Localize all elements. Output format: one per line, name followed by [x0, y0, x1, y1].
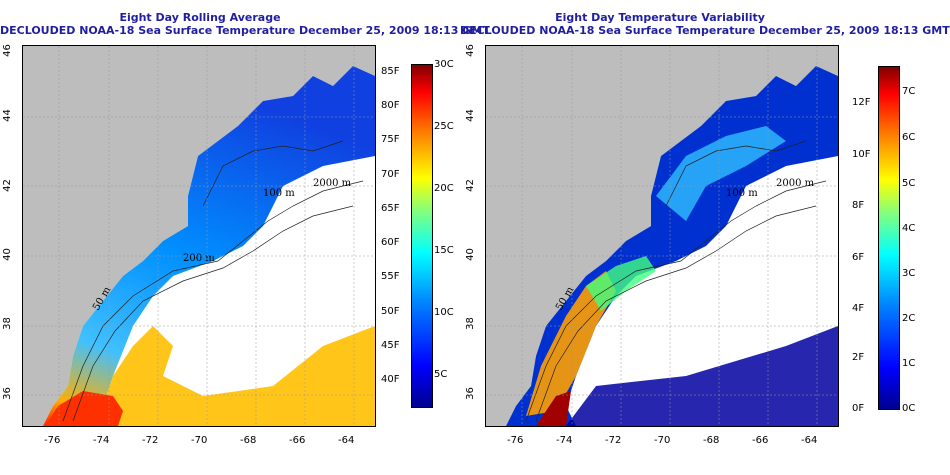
left-cbar-f-label: 40F [381, 374, 400, 385]
right-lon-tick: -74 [556, 435, 573, 446]
right-cbar-f-label: 6F [852, 252, 865, 263]
left-cbar-f-label: 85F [381, 66, 400, 77]
left-lat-tick: 44 [1, 109, 13, 122]
left-cbar-c-label: 5C [434, 369, 448, 380]
right-lon-tick: -66 [752, 435, 769, 446]
right-contour-label-2000: 2000 m [776, 178, 815, 189]
left-cbar-f-label: 60F [381, 237, 400, 248]
left-lon-tick: -76 [44, 435, 61, 446]
right-lon-tick: -70 [654, 435, 671, 446]
left-contour-label-2000: 2000 m [313, 178, 352, 189]
left-cbar-c-label: 20C [434, 183, 454, 194]
right-cbar-c-label: 3C [902, 268, 916, 279]
left-lon-tick: -72 [142, 435, 159, 446]
left-contour-label-200: 200 m [183, 253, 215, 264]
left-contours [62, 140, 364, 422]
left-land [23, 46, 375, 426]
left-title-line1: Eight Day Rolling Average [119, 11, 281, 24]
right-variability-map: 2000 m 100 m 50 m [485, 45, 839, 427]
left-cbar-f-label: 80F [381, 100, 400, 111]
right-lat-tick: 40 [464, 248, 476, 261]
left-lon-tick: -66 [289, 435, 306, 446]
right-lat-tick: 42 [464, 179, 476, 192]
left-lon-tick: -74 [93, 435, 110, 446]
right-lat-tick: 36 [464, 387, 476, 400]
left-contour-label-100: 100 m [263, 188, 295, 199]
left-sst-field [43, 66, 375, 426]
right-lat-tick: 38 [464, 317, 476, 330]
right-title-line1: Eight Day Temperature Variability [555, 11, 765, 24]
right-lon-tick: -68 [703, 435, 720, 446]
left-cbar-f-label: 75F [381, 134, 400, 145]
right-cbar-f-label: 8F [852, 200, 865, 211]
left-sst-map: 2000 m 100 m 200 m 50 m [22, 45, 376, 427]
right-contours [525, 140, 827, 422]
right-contour-label-100: 100 m [726, 188, 758, 199]
left-cbar-f-label: 65F [381, 203, 400, 214]
right-lat-tick: 44 [464, 109, 476, 122]
left-cbar-f-label: 50F [381, 306, 400, 317]
right-cbar-f-label: 0F [852, 403, 865, 414]
right-cbar-c-label: 5C [902, 178, 916, 189]
left-map-title: Eight Day Rolling Average DECLOUDED NOAA… [0, 11, 490, 37]
left-lon-tick: -64 [338, 435, 355, 446]
left-cbar-c-label: 10C [434, 307, 454, 318]
right-cbar-f-label: 2F [852, 352, 865, 363]
left-cbar-f-label: 45F [381, 340, 400, 351]
left-lat-tick: 38 [1, 317, 13, 330]
left-cbar-c-label: 30C [434, 59, 454, 70]
left-cbar-f-label: 70F [381, 169, 400, 180]
right-lon-tick: -64 [801, 435, 818, 446]
left-colorbar [411, 64, 433, 408]
left-lon-tick: -70 [191, 435, 208, 446]
right-cbar-c-label: 7C [902, 86, 916, 97]
right-cbar-c-label: 6C [902, 132, 916, 143]
left-lon-tick: -68 [240, 435, 257, 446]
left-cbar-f-label: 55F [381, 271, 400, 282]
left-lat-tick: 42 [1, 179, 13, 192]
right-cbar-f-label: 12F [852, 97, 871, 108]
right-title-line2: DECLOUDED NOAA-18 Sea Surface Temperatur… [460, 24, 950, 37]
right-cbar-c-label: 0C [902, 403, 916, 414]
left-title-line2: DECLOUDED NOAA-18 Sea Surface Temperatur… [0, 24, 490, 37]
right-lon-tick: -72 [605, 435, 622, 446]
left-cbar-c-label: 25C [434, 121, 454, 132]
left-lat-tick: 46 [1, 44, 13, 57]
right-lat-tick: 46 [464, 44, 476, 57]
right-land [486, 46, 838, 426]
right-cbar-f-label: 4F [852, 303, 865, 314]
left-lat-tick: 36 [1, 387, 13, 400]
right-cbar-c-label: 1C [902, 358, 916, 369]
right-colorbar [878, 66, 900, 410]
right-cbar-c-label: 2C [902, 313, 916, 324]
right-cbar-f-label: 10F [852, 149, 871, 160]
right-cbar-c-label: 4C [902, 223, 916, 234]
left-lat-tick: 40 [1, 248, 13, 261]
left-cbar-c-label: 15C [434, 245, 454, 256]
right-map-title: Eight Day Temperature Variability DECLOU… [460, 11, 950, 37]
right-lon-tick: -76 [507, 435, 524, 446]
